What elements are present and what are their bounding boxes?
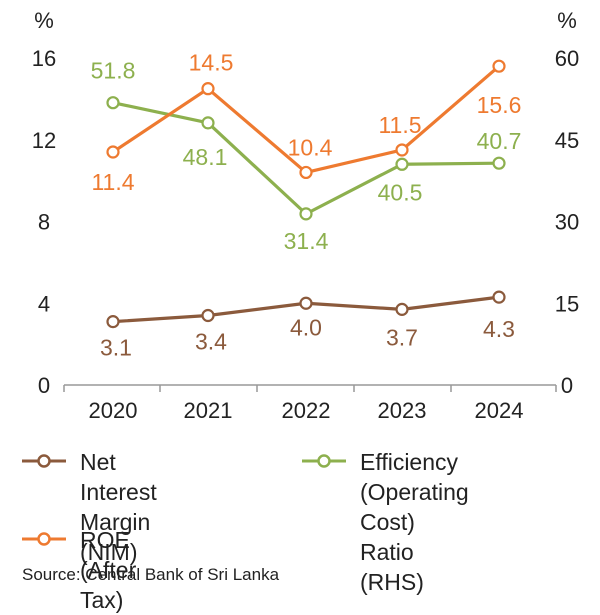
data-label-efficiency: 31.4 bbox=[284, 228, 329, 254]
data-point-nim bbox=[106, 315, 120, 329]
x-tick-label: 2022 bbox=[282, 398, 331, 423]
data-label-roe: 15.6 bbox=[477, 92, 522, 118]
right-tick-label: 15 bbox=[555, 291, 579, 316]
data-label-efficiency: 48.1 bbox=[183, 144, 228, 170]
legend-item-efficiency: Efficiency (Operating Cost) Ratio (RHS) bbox=[302, 447, 469, 597]
legend-marker-roe bbox=[22, 532, 66, 546]
data-label-roe: 11.5 bbox=[378, 112, 421, 138]
data-label-roe: 11.4 bbox=[91, 169, 134, 195]
left-tick-label: 0 bbox=[38, 373, 50, 398]
right-tick-label: 0 bbox=[561, 373, 573, 398]
data-point-nim bbox=[299, 296, 313, 310]
data-label-nim: 4.3 bbox=[483, 316, 515, 342]
left-tick-label: 12 bbox=[32, 128, 56, 153]
data-point-roe bbox=[395, 143, 409, 157]
data-label-roe: 10.4 bbox=[288, 134, 333, 160]
left-tick-label: 16 bbox=[32, 46, 56, 71]
data-point-efficiency bbox=[106, 96, 120, 110]
data-label-nim: 3.4 bbox=[195, 329, 227, 355]
data-point-nim bbox=[201, 308, 215, 323]
left-tick-label: 8 bbox=[38, 210, 50, 235]
data-label-roe: 14.5 bbox=[189, 50, 234, 76]
data-point-roe bbox=[106, 145, 120, 159]
data-point-roe bbox=[299, 165, 313, 180]
data-label-efficiency: 51.8 bbox=[91, 58, 136, 84]
data-point-efficiency bbox=[492, 156, 506, 170]
left-axis-unit: % bbox=[34, 8, 54, 33]
legend-marker-nim bbox=[22, 454, 66, 468]
legend-label-efficiency: Efficiency (Operating Cost) Ratio (RHS) bbox=[360, 449, 469, 595]
legend-item-nim: Net Interest Margin (NIM) bbox=[22, 447, 157, 567]
data-point-efficiency bbox=[395, 157, 409, 171]
data-label-nim: 4.0 bbox=[290, 314, 322, 340]
source-note: Source: Central Bank of Sri Lanka bbox=[22, 565, 280, 584]
data-label-efficiency: 40.7 bbox=[477, 128, 522, 154]
data-point-efficiency bbox=[201, 116, 215, 130]
right-tick-label: 30 bbox=[555, 210, 579, 235]
x-tick-label: 2023 bbox=[378, 398, 427, 423]
chart: % % 0 4 8 12 16 0 15 30 45 60 2020 2021 2022 2023 2024 3.… bbox=[32, 8, 579, 423]
data-label-nim: 3.1 bbox=[100, 335, 132, 361]
data-label-nim: 3.7 bbox=[386, 324, 418, 350]
legend-marker-efficiency bbox=[302, 454, 346, 468]
x-tick-label: 2021 bbox=[184, 398, 233, 423]
data-label-efficiency: 40.5 bbox=[378, 179, 423, 205]
x-tick-label: 2024 bbox=[475, 398, 524, 423]
right-tick-label: 45 bbox=[555, 128, 579, 153]
right-tick-label: 60 bbox=[555, 46, 579, 71]
left-tick-label: 4 bbox=[38, 291, 50, 316]
data-point-nim bbox=[492, 290, 506, 304]
data-point-roe bbox=[201, 82, 215, 96]
data-point-nim bbox=[395, 302, 409, 316]
x-tick-label: 2020 bbox=[89, 398, 138, 423]
right-axis-unit: % bbox=[557, 8, 577, 33]
legend-label-nim: Net Interest Margin (NIM) bbox=[80, 449, 157, 565]
data-point-efficiency bbox=[299, 207, 313, 221]
data-point-roe bbox=[492, 59, 506, 73]
